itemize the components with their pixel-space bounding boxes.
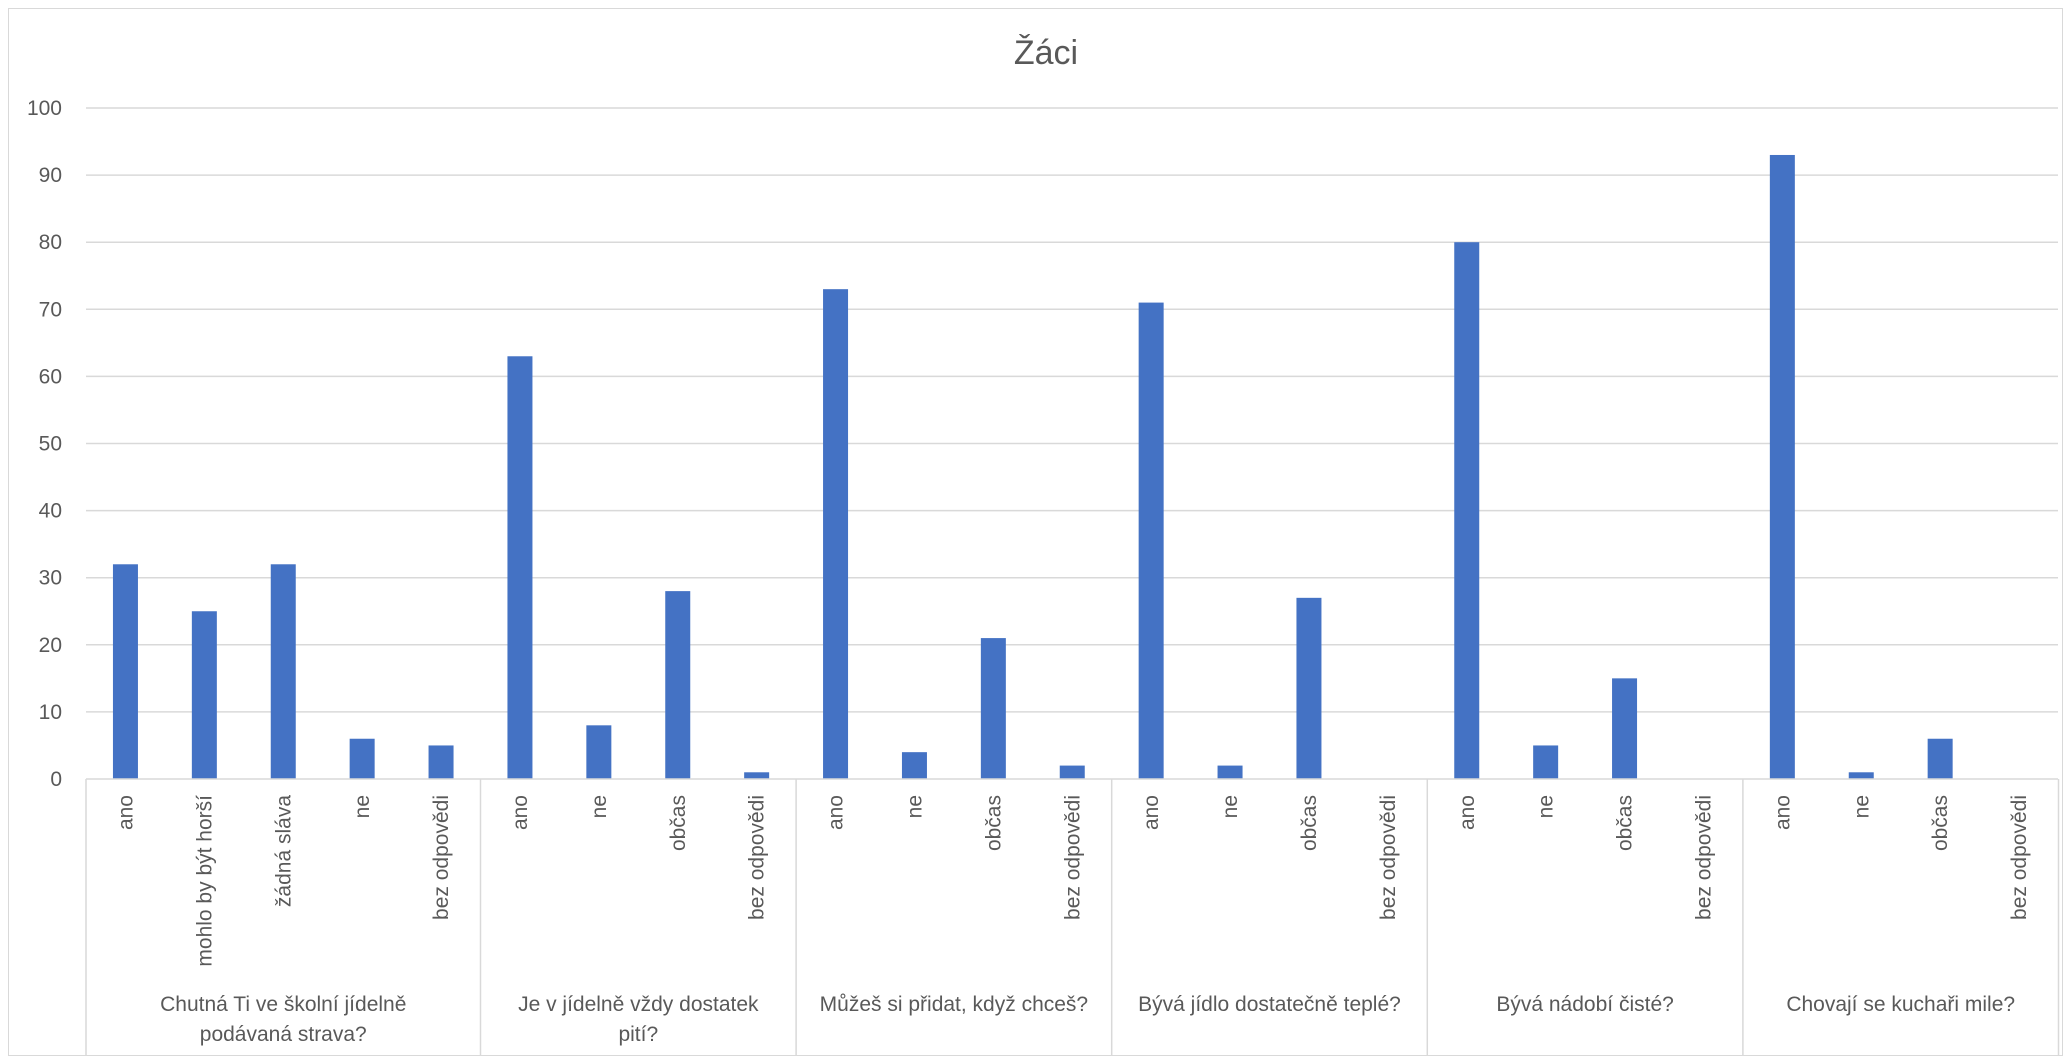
y-axis-ticks: 0 10 20 30 40 50 60 70 80 90 100 bbox=[27, 97, 62, 791]
x-group-label: Chutná Ti ve školní jídelně bbox=[160, 993, 406, 1016]
x-group-label: pití? bbox=[618, 1023, 658, 1046]
y-tick-label: 60 bbox=[39, 365, 62, 388]
bar bbox=[744, 772, 770, 779]
y-tick-label: 70 bbox=[39, 298, 62, 321]
bar bbox=[1769, 154, 1795, 780]
y-tick-label: 20 bbox=[39, 634, 62, 657]
bar bbox=[349, 738, 375, 779]
x-group-label: Bývá jídlo dostatečně teplé? bbox=[1138, 993, 1401, 1016]
bars bbox=[112, 154, 1953, 780]
bar bbox=[1296, 597, 1322, 779]
y-tick-label: 10 bbox=[39, 701, 62, 724]
x-category-label: bez odpovědi bbox=[1692, 795, 1715, 920]
bar bbox=[1217, 765, 1243, 779]
x-category-label: mohlo by být horší bbox=[193, 795, 216, 967]
x-category-label: ano bbox=[1456, 795, 1479, 830]
bar bbox=[428, 745, 454, 779]
x-group-label: Je v jídelně vždy dostatek bbox=[518, 993, 759, 1016]
x-category-label: bez odpovědi bbox=[746, 795, 769, 920]
bar bbox=[270, 564, 296, 779]
x-category-label: ano bbox=[825, 795, 848, 830]
bar bbox=[1059, 765, 1085, 779]
x-category-label: ne bbox=[1850, 795, 1873, 818]
x-category-label: ne bbox=[1535, 795, 1558, 818]
x-category-label: ano bbox=[509, 795, 532, 830]
x-group-label: Bývá nádobí čisté? bbox=[1496, 993, 1673, 1016]
x-category-label: ano bbox=[114, 795, 137, 830]
x-category-label: ne bbox=[351, 795, 374, 818]
x-group-label: podávaná strava? bbox=[200, 1023, 367, 1046]
x-category-label: žádná sláva bbox=[272, 795, 295, 907]
y-tick-label: 80 bbox=[39, 231, 62, 254]
y-tick-label: 50 bbox=[39, 433, 62, 456]
bar bbox=[191, 611, 217, 779]
gridlines bbox=[86, 107, 2058, 713]
x-group-label: Můžeš si přidat, když chceš? bbox=[820, 993, 1088, 1016]
bar bbox=[1612, 678, 1638, 779]
bar bbox=[1848, 772, 1874, 779]
x-group-label: Chovají se kuchaři mile? bbox=[1786, 993, 2015, 1016]
x-category-label: bez odpovědi bbox=[1377, 795, 1400, 920]
x-category-label: občas bbox=[1298, 795, 1321, 851]
bar bbox=[112, 564, 138, 779]
y-tick-label: 30 bbox=[39, 567, 62, 590]
x-category-label: občas bbox=[1614, 795, 1637, 851]
x-category-label: ne bbox=[903, 795, 926, 818]
bar bbox=[980, 638, 1006, 779]
x-category-label: občas bbox=[982, 795, 1005, 851]
x-category-label: občas bbox=[1929, 795, 1952, 851]
x-category-label: ne bbox=[588, 795, 611, 818]
bar bbox=[823, 289, 849, 779]
x-category-label: bez odpovědi bbox=[2008, 795, 2031, 920]
x-axis: ano mohlo by být horší žádná sláva ne bez od… bbox=[85, 778, 2060, 1056]
x-category-label: ano bbox=[1140, 795, 1163, 830]
x-category-label: ne bbox=[1219, 795, 1242, 818]
y-tick-label: 90 bbox=[39, 164, 62, 187]
bar bbox=[1927, 738, 1953, 779]
y-tick-label: 40 bbox=[39, 500, 62, 523]
bar bbox=[1454, 242, 1480, 779]
x-category-label: bez odpovědi bbox=[430, 795, 453, 920]
bar bbox=[901, 752, 927, 779]
x-category-label: ano bbox=[1771, 795, 1794, 830]
bar bbox=[665, 591, 691, 779]
chart-title: Žáci bbox=[1014, 34, 1078, 72]
x-category-label: občas bbox=[667, 795, 690, 851]
bar bbox=[586, 725, 612, 779]
x-category-label: bez odpovědi bbox=[1061, 795, 1084, 920]
y-tick-label: 0 bbox=[50, 768, 62, 791]
bar bbox=[507, 356, 533, 779]
y-tick-label: 100 bbox=[27, 97, 62, 120]
chart-frame bbox=[8, 8, 2063, 1056]
bar bbox=[1138, 302, 1164, 779]
bar bbox=[1533, 745, 1559, 779]
